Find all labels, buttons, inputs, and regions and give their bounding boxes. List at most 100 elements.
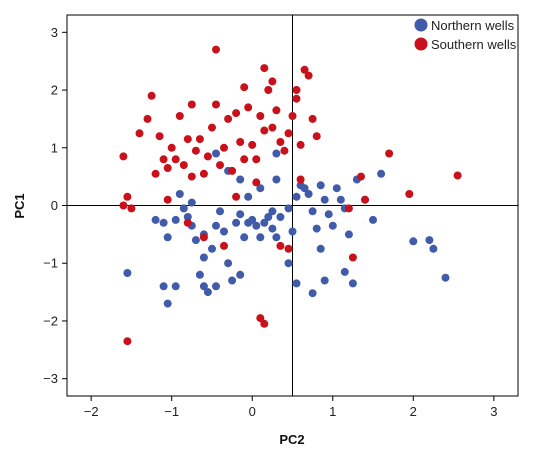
point-northern-wells [272,233,281,242]
point-northern-wells [175,190,184,198]
point-northern-wells [123,269,132,277]
point-northern-wells [228,276,237,285]
point-northern-wells [191,236,200,245]
point-southern-wells [187,172,196,181]
point-northern-wells [212,282,220,291]
point-northern-wells [429,244,438,253]
point-southern-wells [155,132,164,141]
point-southern-wells [236,138,245,146]
point-southern-wells [296,140,305,149]
point-northern-wells [163,299,172,308]
point-northern-wells [316,244,325,253]
point-southern-wells [167,143,176,152]
point-southern-wells [195,135,204,144]
point-southern-wells [127,204,136,213]
point-southern-wells [292,86,301,94]
point-southern-wells [284,244,293,253]
legend-swatch-southern [414,37,428,51]
legend: Northern wells Southern wells [414,18,517,52]
legend-label-northern: Northern wells [431,18,515,33]
point-northern-wells [272,175,281,184]
point-southern-wells [348,253,357,262]
point-southern-wells [344,204,353,213]
point-northern-wells [268,224,277,233]
point-southern-wells [159,155,168,164]
point-northern-wells [179,204,188,213]
point-northern-wells [236,270,245,279]
point-northern-wells [441,273,450,282]
point-northern-wells [344,230,353,239]
point-southern-wells [216,161,224,170]
point-southern-wells [405,190,414,198]
y-tick-label: −2 [43,313,58,328]
point-northern-wells [256,184,265,193]
point-southern-wells [220,241,228,250]
point-southern-wells [244,103,253,112]
point-southern-wells [308,114,317,123]
point-southern-wells [284,129,293,138]
point-southern-wells [123,192,132,201]
point-southern-wells [268,123,277,132]
point-northern-wells [256,233,265,242]
point-southern-wells [183,135,192,144]
point-southern-wells [385,149,394,158]
point-southern-wells [264,86,273,94]
point-southern-wells [163,195,172,204]
point-southern-wells [119,152,128,161]
point-northern-wells [336,195,345,204]
point-southern-wells [203,152,212,161]
point-northern-wells [248,215,257,224]
point-northern-wells [199,253,208,262]
point-northern-wells [236,175,245,184]
point-northern-wells [187,198,196,207]
point-southern-wells [240,155,249,164]
point-southern-wells [220,143,228,152]
point-southern-wells [268,77,277,86]
point-northern-wells [208,244,216,253]
point-southern-wells [304,71,313,80]
point-northern-wells [199,282,208,291]
legend-swatch-northern [414,18,428,32]
point-northern-wells [348,279,357,288]
reference-lines [67,15,518,396]
point-northern-wells [316,181,325,190]
point-southern-wells [252,178,261,187]
point-northern-wells [220,227,228,236]
point-southern-wells [212,100,220,109]
point-southern-wells [147,91,156,100]
y-tick-label: 3 [51,25,58,40]
point-northern-wells [369,215,377,224]
point-northern-wells [272,149,281,158]
point-southern-wells [276,241,285,250]
point-southern-wells [143,114,152,123]
point-northern-wells [308,207,317,216]
point-southern-wells [260,126,269,135]
point-northern-wells [340,267,349,276]
point-northern-wells [332,184,341,193]
x-tick-label: −1 [164,404,179,419]
point-southern-wells [240,83,249,92]
point-southern-wells [151,169,160,178]
point-southern-wells [199,233,208,242]
point-northern-wells [240,233,249,242]
x-axis-title: PC2 [279,432,304,447]
point-southern-wells [212,45,220,54]
point-northern-wells [284,204,293,213]
point-southern-wells [260,319,269,328]
point-southern-wells [208,123,216,132]
point-southern-wells [248,140,257,149]
point-northern-wells [276,213,285,221]
x-tick-label: 1 [329,404,336,419]
y-axis: −3 −2 −1 0 1 2 3 [43,25,67,386]
point-southern-wells [252,155,261,164]
point-southern-wells [357,172,365,181]
point-northern-wells [377,169,386,178]
point-northern-wells [151,215,160,224]
point-northern-wells [328,221,337,230]
legend-item-southern: Southern wells [414,37,517,52]
y-tick-label: 2 [51,83,58,98]
point-southern-wells [453,171,462,180]
point-southern-wells [260,64,269,73]
point-southern-wells [191,146,200,155]
